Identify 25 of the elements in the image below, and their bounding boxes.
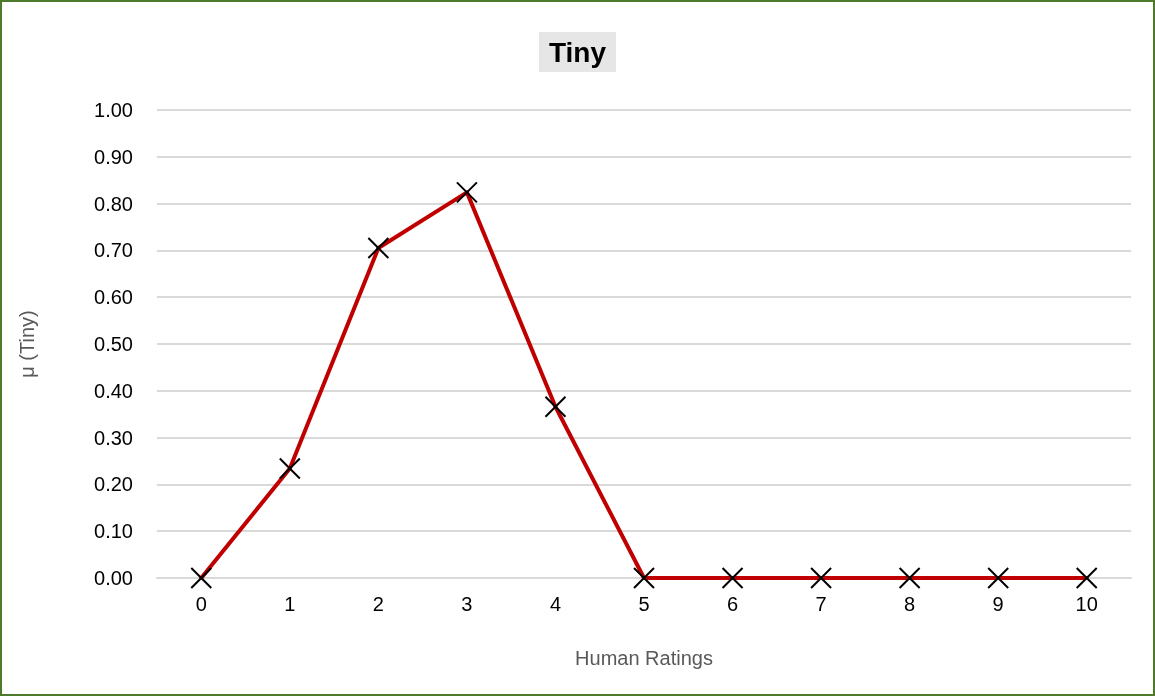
x-tick-label: 2 (372, 593, 384, 615)
x-axis-title: Human Ratings (575, 647, 713, 669)
y-tick-label: 0.00 (94, 567, 133, 589)
y-tick-label: 0.70 (94, 239, 133, 262)
x-tick-label: 1 (284, 593, 296, 615)
x-tick-label: 3 (461, 593, 473, 615)
y-tick-label: 0.50 (94, 333, 133, 355)
y-tick-label: 0.40 (94, 379, 133, 402)
x-tick-label: 5 (638, 593, 650, 615)
x-tick-label: 6 (726, 593, 739, 615)
y-tick-label: 0.60 (94, 286, 133, 309)
y-tick-label: 0.80 (94, 192, 133, 215)
chart-title: Tiny (548, 36, 607, 68)
y-axis-title: μ (Tiny) (16, 310, 38, 378)
y-tick-label: 0.20 (94, 473, 133, 496)
x-tick-label: 0 (195, 593, 207, 615)
y-tick-label: 1.00 (94, 99, 133, 121)
y-tick-label: 0.30 (94, 426, 133, 449)
y-tick-label: 0.90 (94, 145, 133, 168)
x-tick-label: 4 (549, 593, 562, 615)
x-tick-label: 7 (815, 593, 827, 615)
x-tick-label: 9 (992, 593, 1004, 615)
y-tick-label: 0.10 (94, 520, 133, 543)
x-tick-label: 8 (904, 593, 916, 615)
x-tick-label: 10 (1075, 593, 1098, 615)
